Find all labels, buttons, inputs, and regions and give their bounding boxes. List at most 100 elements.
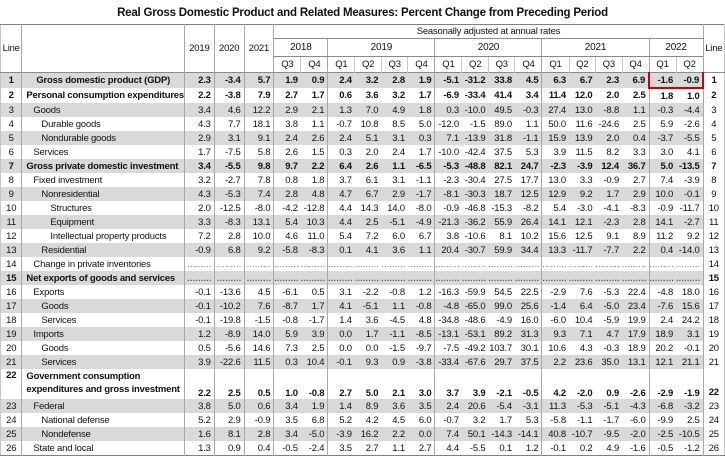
value-cell: 2.6 (354, 159, 382, 173)
value-cell: 7.8 (243, 173, 274, 187)
value-cell: 1.2 (525, 442, 539, 454)
value-cell: -5.5 (213, 159, 245, 173)
table-row: 9 Nonresidential 4.3 -5.3 7.4 2.8 4.8 4.7 6.7 2.9… (0, 187, 725, 201)
value-cell: 12.1 (648, 355, 677, 369)
value-cell: -2.7 (676, 215, 704, 229)
value-cell: -30.4 (464, 174, 486, 186)
value-cell: 1.9 (300, 399, 328, 413)
value-cell: 59.9 (488, 243, 515, 257)
value-cell: ......... (648, 257, 677, 271)
value-cell: 1.3 (183, 441, 215, 456)
value-cell: 1.7 (499, 414, 512, 426)
row-label: Services (21, 313, 185, 327)
value-cell: 12.5 (514, 187, 542, 201)
value-cell: 9.3 (541, 327, 569, 341)
value-cell: 3.3 (632, 146, 646, 158)
line-number-left: 25 (0, 427, 22, 441)
row-label: Durable goods (21, 117, 185, 131)
value-cell: ......... (434, 257, 462, 271)
value-cell: -5.9 (603, 314, 620, 326)
value-cell: -3.9 (569, 159, 596, 173)
value-cell: 24.7 (514, 159, 542, 173)
value-cell: 6.7 (569, 72, 596, 88)
value-cell: 5.0 (418, 118, 432, 130)
value-cell: 2.9 (213, 413, 245, 427)
value-cell: 1.7 (354, 327, 382, 341)
table-row: 17 Goods -0.1 -10.2 7.6 -8.7 1.7 4.1 -5.1 1.1 -0.8… (0, 299, 725, 313)
value-cell: 14.0 (387, 202, 405, 214)
value-cell: ......... (354, 259, 380, 269)
value-cell: 11.3 (541, 399, 569, 413)
value-cell: 2.8 (622, 215, 650, 229)
value-cell: -1.9 (684, 388, 700, 399)
value-cell: 2.4 (648, 313, 677, 327)
line-number-right: 15 (702, 271, 725, 285)
value-cell: 36.7 (622, 159, 650, 173)
value-cell: 3.1 (676, 327, 704, 341)
value-cell: 4.3 (183, 117, 215, 131)
value-cell: 2.3 (595, 72, 623, 88)
value-cell: 1.1 (407, 243, 435, 257)
line-number-left: 19 (0, 327, 22, 341)
value-cell: 54.5 (494, 286, 512, 298)
value-cell: 11.5 (243, 355, 274, 369)
line-number-right: 23 (702, 399, 725, 413)
year-group-header: 2019 (327, 38, 435, 57)
value-cell: 5.3 (525, 414, 539, 426)
table-row: 26 State and local 1.3 0.9 0.4 -0.5 -2.4 3.5 2.7… (1, 441, 725, 456)
gdp-table: Line 2019 2020 2021 Seasonally adjusted … (0, 24, 725, 456)
value-cell: 34.4 (514, 243, 542, 257)
value-cell: 0.5 (311, 286, 325, 298)
value-cell: 2.2 (183, 369, 215, 399)
value-cell: -7.7 (595, 243, 623, 257)
value-cell: ......... (541, 271, 569, 285)
value-cell: 19.9 (627, 314, 646, 326)
quarter-header: Q4 (300, 56, 328, 73)
value-cell: 0.3 (434, 103, 462, 117)
table-row: 7 Gross private domestic investment 3.4 -5.… (0, 159, 725, 173)
quarter-header: Q1 (327, 56, 355, 73)
quarter-header: Q3 (273, 56, 301, 73)
value-cell: 5.0 (365, 388, 379, 399)
row-label: Change in private inventories (21, 257, 185, 271)
value-cell: -8.1 (434, 187, 462, 201)
year-group-header: 2021 (541, 38, 650, 57)
line-number-left: 20 (6, 342, 17, 354)
value-cell: 1.7 (183, 145, 215, 159)
value-cell: 17.9 (622, 327, 650, 341)
row-label: Federal (21, 399, 185, 413)
value-cell: 9.2 (243, 243, 274, 257)
value-cell: -30.7 (461, 243, 489, 257)
value-cell: -31.2 (461, 72, 489, 88)
value-cell: 7.4 (434, 427, 462, 441)
value-cell: 0.9 (606, 388, 620, 399)
value-cell: 10.6 (541, 341, 569, 355)
line-number-left: 12 (6, 230, 17, 242)
value-cell: -53.1 (461, 327, 489, 341)
value-cell: ......... (243, 257, 274, 271)
value-cell: -4.9 (496, 314, 512, 326)
value-cell: -3.7 (648, 131, 677, 145)
value-cell: 0.0 (365, 342, 379, 354)
value-cell: ......... (569, 259, 594, 269)
line-header-left: Line (2, 43, 20, 54)
value-cell: 2.4 (273, 131, 301, 145)
value-cell: 2.4 (434, 399, 462, 413)
value-cell: -8.0 (415, 202, 432, 214)
value-cell: ......... (514, 259, 540, 269)
value-cell: -0.9 (183, 243, 215, 257)
value-cell: -0.3 (514, 103, 542, 117)
value-cell: -13.9 (461, 131, 489, 145)
value-cell: -2.3 (595, 215, 623, 229)
value-cell: 82.1 (488, 159, 515, 173)
table-row: 25 Nondefense 1.6 8.1 2.8 3.4 -5.0 -3.9 16.2 2.2 0… (0, 427, 725, 441)
value-cell: -0.9 (243, 413, 274, 427)
value-cell: 18.0 (681, 286, 700, 298)
value-cell: 3.3 (579, 174, 593, 186)
value-cell: -33.4 (464, 90, 486, 101)
value-cell: ......... (461, 271, 489, 285)
value-cell: 6.3 (541, 72, 569, 88)
value-cell: 2.5 (354, 215, 382, 229)
table-row: 1 Gross domestic product (GDP) 2.3 -3.4 5.7 1… (0, 72, 725, 89)
value-cell: 8.5 (392, 118, 405, 130)
